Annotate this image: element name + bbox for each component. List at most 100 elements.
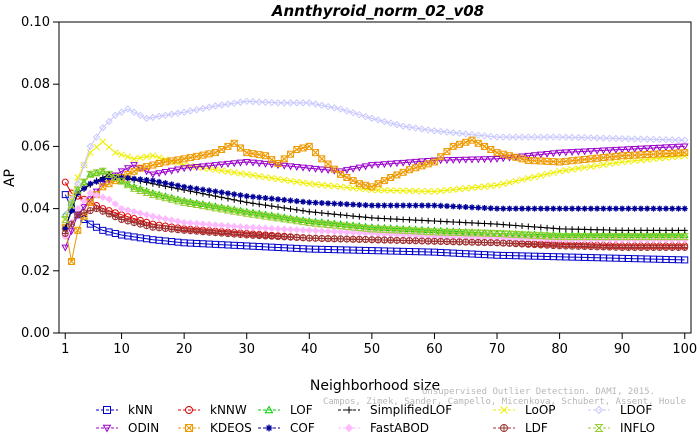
legend-label: LDOF [620,403,652,417]
marker-hourglass [73,186,82,194]
marker-plus [481,220,488,227]
marker-asterisk [625,205,632,212]
marker-triangle-down [480,156,489,164]
marker-asterisk [587,205,594,212]
marker-asterisk [462,204,469,211]
marker-diamond-filled [249,223,257,232]
marker-diamond [418,125,426,133]
marker-triangle-down [249,159,257,167]
marker-asterisk [450,203,457,210]
legend-label: KDEOS [210,421,252,434]
marker-hourglass [154,192,164,200]
marker-asterisk [619,205,626,212]
marker-circle-plus-lines [356,236,363,243]
marker-plus [675,227,682,234]
marker-triangle-down [524,152,533,160]
x-tick-label: 80 [551,342,568,357]
marker-cross [562,166,570,174]
legend-item-lof: LOF [258,403,313,417]
watermark-line-2: Campos, Zimek, Sander, Campello, Micenko… [323,397,686,407]
marker-triangle-down [599,147,608,155]
marker-asterisk [569,205,576,212]
marker-square-x-lines [193,152,201,160]
marker-asterisk [350,201,357,208]
marker-circle-plus-lines [681,244,688,251]
marker-circle-plus-lines [350,236,357,243]
marker-square-x [86,198,94,206]
marker-triangle-down [574,148,583,156]
marker-diamond [336,105,345,113]
marker-triangle-down [449,157,458,164]
marker-square-x-lines [274,160,282,167]
marker-square-x [230,139,238,147]
marker-circle-plus-lines [606,244,613,251]
marker-diamond [430,127,439,135]
chart-title: Annthyroid_norm_02_v08 [271,2,484,20]
marker-circle-plus-lines [237,231,244,238]
marker-plus [306,208,313,215]
marker-cross [299,179,307,187]
marker-plus [619,227,626,234]
marker-cross [593,162,601,170]
marker-diamond [524,133,533,141]
marker-circle-plus-lines [212,229,219,236]
marker-hourglass [642,233,652,241]
marker-circle-plus-lines [519,241,526,248]
marker-diamond [311,100,320,108]
marker-cross [481,183,488,190]
legend-item-cof: COF [258,421,315,434]
marker-asterisk [124,175,131,182]
marker-hourglass [624,233,633,241]
marker-plus [462,219,469,226]
marker-diamond [374,116,382,124]
marker-square-x-lines [587,155,595,163]
marker-plus [612,227,619,234]
marker-diamond [92,133,101,141]
marker-square-x-lines [305,143,313,150]
marker-plus [587,226,594,233]
marker-asterisk [287,197,294,204]
marker-plus [368,214,375,221]
marker-diamond [411,124,420,132]
marker-hourglass [98,167,108,175]
marker-circle-plus-lines [293,234,300,241]
marker-circle-plus-lines [199,228,206,235]
marker-hourglass [474,229,483,237]
marker-diamond [117,108,126,116]
marker-cross [393,187,401,194]
marker-plus [287,205,294,212]
marker-cross [424,187,432,195]
marker-cross [500,406,508,414]
marker-plus [343,212,350,219]
marker-square-x [330,165,338,173]
marker-triangle-down [655,144,664,152]
marker-plus [412,217,419,224]
marker-diamond [236,98,245,106]
marker-triangle-down [624,146,633,154]
marker-hourglass [405,227,414,235]
marker-triangle-down [67,228,76,236]
marker-triangle-down [317,166,326,174]
marker-hourglass [355,224,364,232]
marker-cross [443,186,451,194]
marker-square-x-lines [299,144,307,152]
marker-hourglass [417,227,427,235]
marker-plus [669,227,676,234]
marker-hourglass [342,222,352,230]
marker-hourglass [586,233,596,241]
marker-hourglass [530,231,539,239]
marker-square-x-lines [499,150,507,158]
marker-asterisk [531,205,538,212]
marker-circle-plus-lines [450,238,457,245]
marker-diamond [67,195,76,203]
marker-square-x-lines [675,149,682,157]
marker-square-x-lines [462,138,470,146]
marker-cross [312,180,319,188]
x-tick-label: 20 [176,342,193,357]
marker-triangle-down [618,146,627,154]
marker-circle-plus-lines [243,232,250,239]
marker-circle [61,178,69,186]
marker-triangle-down [543,150,551,158]
marker-circle-plus-lines [431,238,438,245]
marker-asterisk [525,205,532,212]
